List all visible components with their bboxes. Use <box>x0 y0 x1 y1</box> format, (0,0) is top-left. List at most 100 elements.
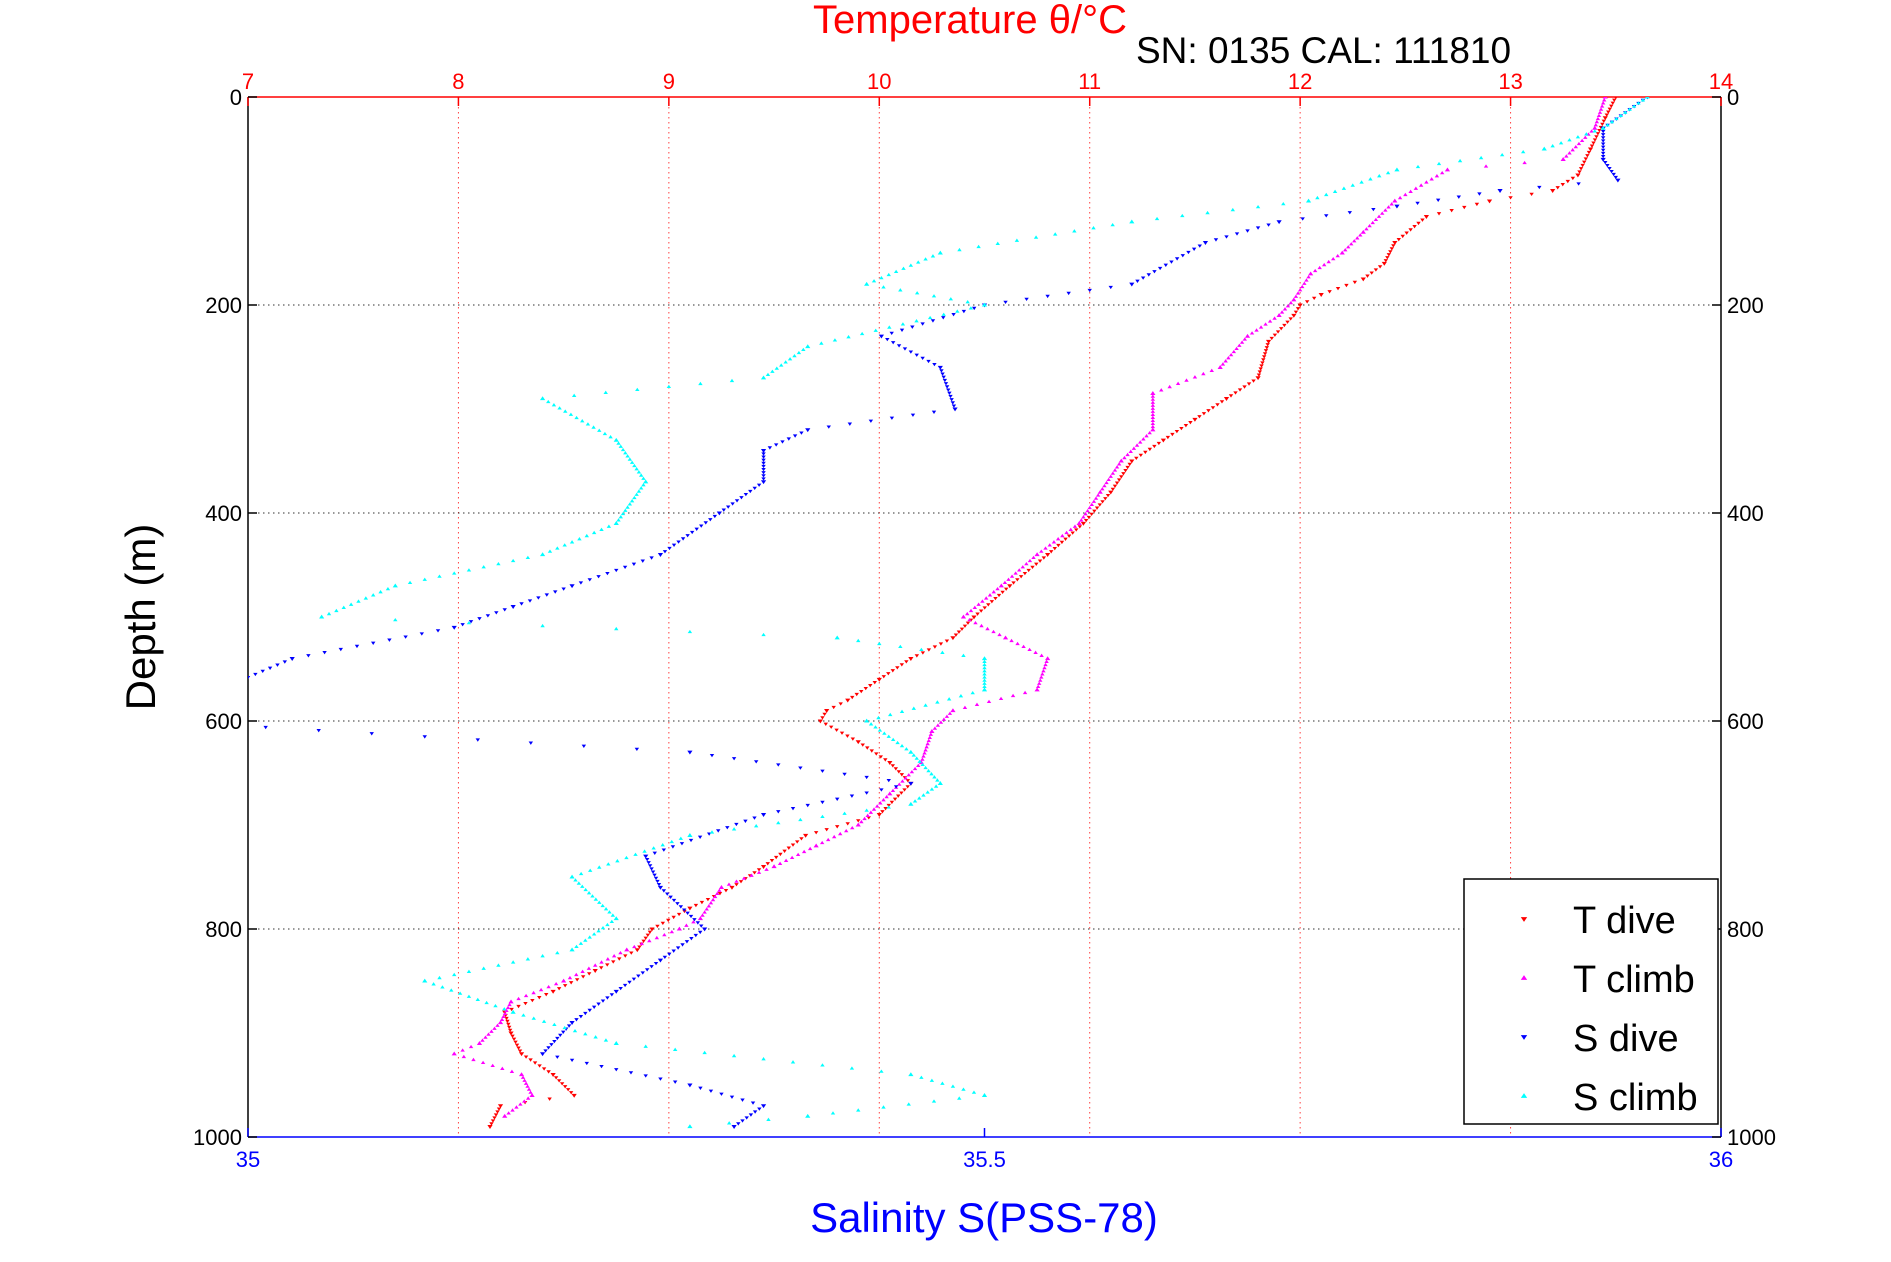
data-point <box>995 586 1000 591</box>
data-point <box>613 437 619 442</box>
data-point <box>986 603 991 607</box>
data-point <box>935 723 941 727</box>
data-point <box>1537 185 1542 190</box>
data-point <box>1125 465 1130 470</box>
data-point <box>940 372 945 376</box>
data-point <box>605 996 610 1000</box>
data-point <box>899 791 904 795</box>
data-point <box>1255 204 1261 209</box>
data-point <box>982 662 987 667</box>
data-point <box>1600 136 1606 140</box>
data-point <box>169 713 173 716</box>
data-point <box>620 447 626 452</box>
data-point <box>599 960 604 964</box>
data-point <box>1053 232 1058 236</box>
serial-calibration-annotation: SN: 0135 CAL: 111810 <box>1136 30 1511 71</box>
data-point <box>689 937 694 941</box>
data-point <box>831 834 837 839</box>
data-point <box>656 882 662 887</box>
data-point <box>1444 167 1451 172</box>
data-point <box>678 836 684 840</box>
data-point <box>440 985 445 989</box>
data-point <box>908 801 914 806</box>
data-point <box>680 537 686 541</box>
data-point <box>864 718 870 723</box>
data-point <box>909 769 915 774</box>
data-point <box>523 993 529 998</box>
data-point <box>1350 183 1355 187</box>
data-point <box>1114 465 1120 469</box>
data-point <box>1110 471 1116 475</box>
data-point <box>1116 462 1122 466</box>
data-point <box>868 684 873 688</box>
data-point <box>929 787 935 791</box>
data-point <box>1386 253 1392 257</box>
data-point <box>1373 268 1379 272</box>
data-point <box>1037 559 1043 563</box>
data-point <box>1435 198 1441 202</box>
data-point <box>1600 125 1606 130</box>
data-point <box>593 897 599 901</box>
data-point <box>1272 333 1278 337</box>
data-point <box>629 460 635 464</box>
data-point <box>1192 417 1198 422</box>
data-point <box>1237 388 1243 392</box>
data-point <box>1097 489 1103 494</box>
data-point <box>562 543 567 547</box>
temperature-tick-label: 10 <box>867 69 891 94</box>
data-point <box>613 1041 619 1045</box>
data-point <box>647 930 653 934</box>
data-point <box>1258 367 1263 371</box>
data-point <box>1129 459 1135 464</box>
data-point <box>1341 186 1347 190</box>
data-point <box>541 1067 547 1071</box>
data-point <box>820 1063 825 1067</box>
data-point <box>1244 333 1251 338</box>
data-point <box>782 849 787 853</box>
data-point <box>839 731 845 735</box>
data-point <box>547 1097 552 1101</box>
grid <box>248 97 1721 1137</box>
data-point <box>591 425 596 429</box>
data-point <box>982 675 987 679</box>
data-point <box>892 797 898 801</box>
data-point <box>1412 225 1417 229</box>
data-point <box>973 620 978 625</box>
data-point <box>565 1088 571 1092</box>
data-point <box>1610 101 1615 105</box>
data-point <box>591 932 597 936</box>
data-point <box>1584 132 1589 136</box>
data-point <box>925 790 930 794</box>
data-point <box>652 873 657 877</box>
data-point <box>952 407 958 412</box>
data-point <box>844 828 849 833</box>
data-point <box>823 722 828 726</box>
data-point <box>527 599 533 603</box>
data-point <box>887 791 893 796</box>
data-point <box>1258 325 1264 329</box>
data-point <box>655 924 660 929</box>
data-point <box>748 1113 754 1117</box>
data-point <box>618 444 623 448</box>
data-point <box>574 972 579 977</box>
data-point <box>338 647 343 652</box>
data-point <box>1614 116 1619 121</box>
data-point <box>520 1075 526 1079</box>
data-point <box>1150 397 1156 401</box>
data-point <box>616 518 621 522</box>
data-point <box>889 800 895 805</box>
data-point <box>1576 182 1581 186</box>
data-point <box>573 878 578 882</box>
data-point <box>1024 297 1029 302</box>
data-point <box>1377 265 1383 269</box>
data-point <box>238 679 242 682</box>
data-point <box>1604 113 1609 117</box>
data-point <box>731 1053 737 1058</box>
data-point <box>1598 107 1604 111</box>
data-point <box>609 993 615 997</box>
data-point <box>682 909 687 914</box>
data-point <box>850 737 856 741</box>
data-point <box>1596 113 1602 118</box>
temperature-axis-title: Temperature θ/°C <box>813 0 1127 42</box>
